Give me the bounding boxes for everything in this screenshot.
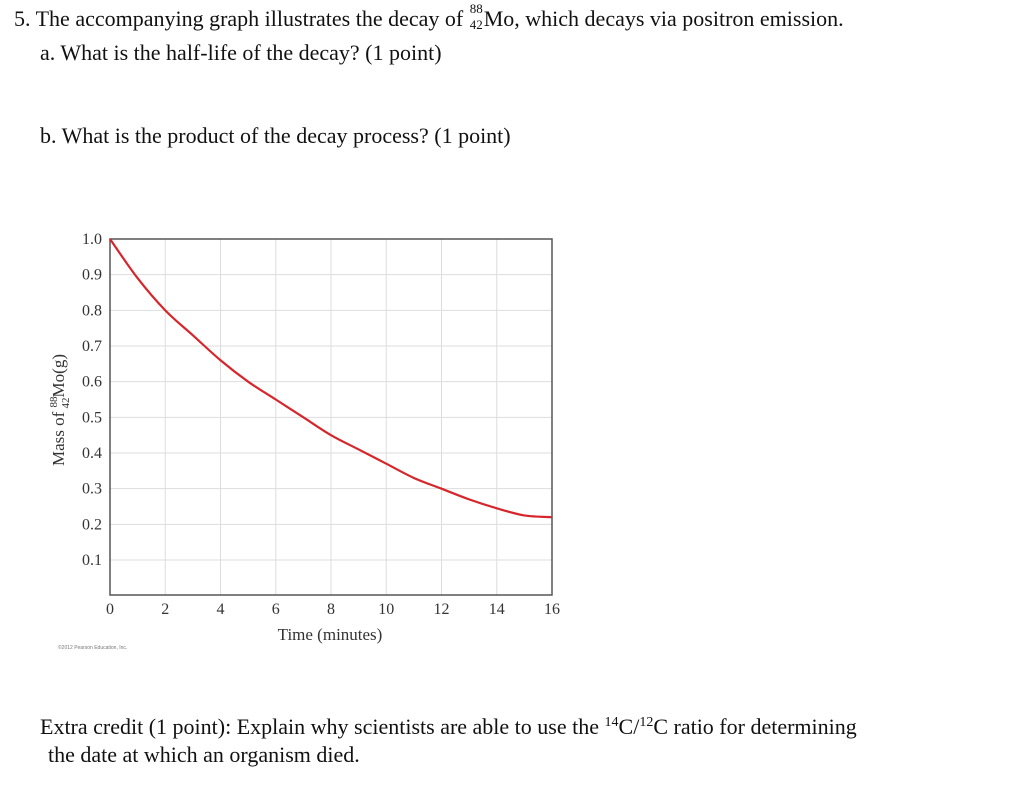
question-intro-text-end: , which decays via positron emission.	[514, 6, 844, 31]
x-tick-label: 12	[434, 601, 450, 618]
decay-curve-line	[109, 238, 553, 519]
y-tick-labels: 0.1 0.2 0.3 0.4 0.5 0.6 0.7 0.8 0.9 1.0	[82, 231, 102, 569]
y-tick-label: 0.1	[82, 552, 102, 569]
carbon-12-symbol: C ratio for determining	[653, 714, 857, 739]
question-intro-text: The accompanying graph illustrates the d…	[35, 6, 464, 31]
x-tick-label: 14	[489, 601, 505, 618]
nuclide-mass-number: 88	[469, 1, 483, 16]
x-tick-label: 10	[378, 601, 394, 618]
x-tick-labels: 0 2 4 6 8 10 12 14 16	[106, 601, 560, 618]
x-tick-label: 6	[272, 601, 280, 618]
x-tick-label: 2	[161, 601, 169, 618]
nuclide-symbol: Mo	[483, 6, 515, 31]
question-part-a: a. What is the half-life of the decay? (…	[40, 40, 442, 65]
x-tick-label: 0	[106, 601, 114, 618]
y-tick-label: 0.5	[82, 409, 102, 426]
y-axis-label-atomic: 42	[60, 397, 72, 408]
y-tick-label: 0.9	[82, 267, 102, 284]
question-5-intro: 5. The accompanying graph illustrates th…	[14, 2, 844, 32]
y-tick-label: 0.7	[82, 338, 102, 355]
carbon-14-symbol: C/	[618, 714, 640, 739]
y-axis-label: Mass of 8842Mo(g)	[48, 354, 72, 466]
x-axis-label: Time (minutes)	[278, 625, 383, 644]
copyright-notice: ©2012 Pearson Education, Inc.	[58, 645, 128, 651]
chart-grid	[110, 239, 552, 595]
nuclide-atomic-number: 42	[469, 17, 483, 32]
chart-plot-frame	[109, 238, 553, 596]
x-tick-label: 16	[544, 601, 560, 618]
y-tick-label: 0.3	[82, 481, 102, 498]
question-number: 5.	[14, 6, 31, 31]
y-axis-label-prefix: Mass of	[49, 407, 68, 466]
carbon-14-mass: 14	[604, 715, 619, 730]
extra-credit-text: Extra credit (1 point): Explain why scie…	[40, 714, 605, 739]
x-tick-label: 4	[217, 601, 225, 618]
y-axis-label-suffix: Mo(g)	[49, 354, 68, 397]
y-tick-label: 1.0	[82, 231, 102, 248]
nuclide-notation: 88 42	[469, 2, 484, 32]
y-tick-label: 0.2	[82, 516, 102, 533]
x-tick-label: 8	[327, 601, 335, 618]
y-tick-label: 0.8	[82, 302, 102, 319]
extra-credit-line-1: Extra credit (1 point): Explain why scie…	[40, 714, 857, 740]
y-axis-label-mass: 88	[48, 396, 60, 408]
y-tick-label: 0.6	[82, 374, 102, 391]
extra-credit-line-2: the date at which an organism died.	[48, 742, 360, 767]
carbon-12-mass: 12	[639, 715, 654, 730]
question-part-b: b. What is the product of the decay proc…	[40, 123, 511, 148]
y-tick-label: 0.4	[82, 445, 102, 462]
